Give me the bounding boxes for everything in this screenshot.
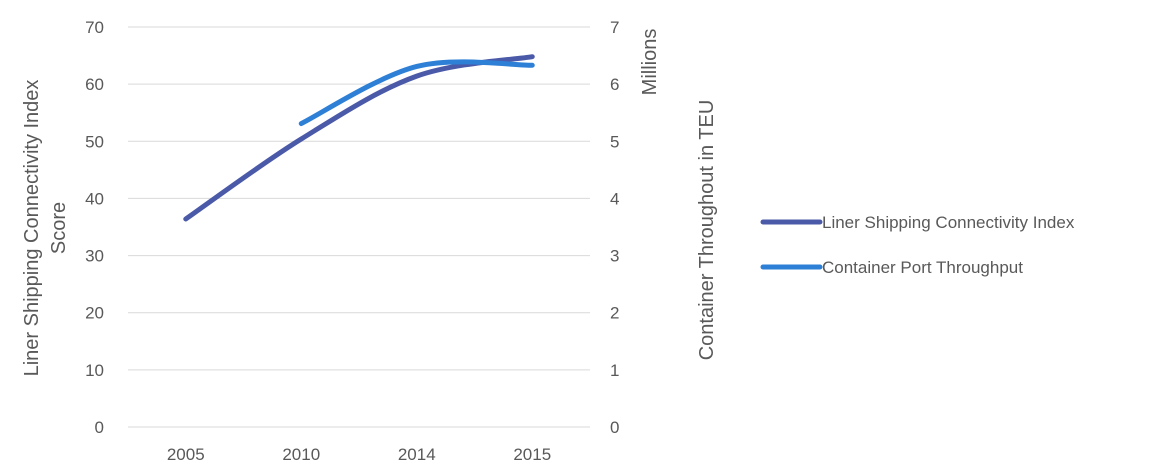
left-tick-label: 40 <box>85 189 104 208</box>
left-tick-label: 0 <box>95 418 104 437</box>
right-axis-ticks: 0 1 2 3 4 5 6 7 <box>610 18 619 437</box>
x-axis-ticks: 2005 2010 2014 2015 <box>167 445 551 464</box>
right-tick-label: 5 <box>610 132 619 151</box>
right-axis-title: Container Throughout in TEU <box>696 100 718 361</box>
series-line-lsci <box>183 54 535 222</box>
x-tick-label: 2005 <box>167 445 205 464</box>
series-line-throughput <box>298 59 535 127</box>
x-tick-label: 2014 <box>398 445 436 464</box>
right-tick-label: 3 <box>610 247 619 266</box>
left-tick-label: 70 <box>85 18 104 37</box>
legend-label-throughput: Container Port Throughput <box>822 258 1023 277</box>
right-tick-label: 7 <box>610 18 619 37</box>
right-tick-label: 6 <box>610 75 619 94</box>
left-tick-label: 30 <box>85 247 104 266</box>
right-tick-label: 1 <box>610 361 619 380</box>
x-tick-label: 2010 <box>282 445 320 464</box>
gridlines <box>128 26 590 428</box>
left-tick-label: 60 <box>85 75 104 94</box>
x-tick-label: 2015 <box>513 445 551 464</box>
right-tick-label: 4 <box>610 189 619 208</box>
left-tick-label: 20 <box>85 304 104 323</box>
legend-label-lsci: Liner Shipping Connectivity Index <box>822 213 1075 232</box>
left-tick-label: 10 <box>85 361 104 380</box>
left-axis-ticks: 0 10 20 30 40 50 60 70 <box>85 18 104 437</box>
right-axis-units-label: Millions <box>639 29 661 96</box>
legend-item-throughput: Container Port Throughput <box>760 258 1023 277</box>
left-axis-title-line1: Liner Shipping Connectivity Index <box>21 80 43 377</box>
left-axis-title-line2: Score <box>48 202 70 254</box>
legend: Liner Shipping Connectivity Index Contai… <box>760 213 1075 277</box>
left-tick-label: 50 <box>85 132 104 151</box>
legend-item-lsci: Liner Shipping Connectivity Index <box>760 213 1075 232</box>
right-tick-label: 0 <box>610 418 619 437</box>
series-lines <box>183 54 535 222</box>
right-tick-label: 2 <box>610 304 619 323</box>
